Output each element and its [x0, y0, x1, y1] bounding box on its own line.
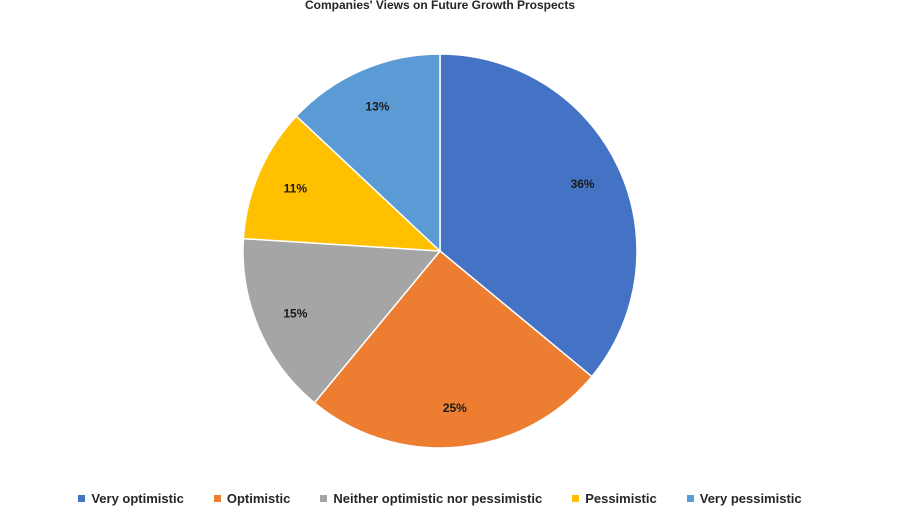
legend-swatch: [572, 495, 580, 502]
legend-swatch: [320, 495, 328, 502]
pie-slices: [242, 53, 638, 449]
legend-swatch: [213, 495, 221, 502]
legend-item-very-optimistic: Very optimistic: [78, 491, 184, 506]
legend-item-pessimistic: Pessimistic: [572, 491, 657, 506]
legend-swatch: [78, 495, 86, 502]
pie-chart: 36% 25% 15% 11% 13%: [242, 53, 638, 449]
legend-item-neither: Neither optimistic nor pessimistic: [320, 491, 542, 506]
data-label-neither-optimistic-nor-pessimistic: 15%: [283, 307, 307, 321]
legend: Very optimistic Optimistic Neither optim…: [0, 491, 880, 506]
legend-label: Pessimistic: [585, 491, 657, 506]
data-label-optimistic: 25%: [443, 401, 467, 415]
pie-slice-pessimistic: [242, 115, 443, 252]
legend-swatch: [686, 495, 694, 502]
legend-label: Neither optimistic nor pessimistic: [333, 491, 543, 506]
pie-slice-very-pessimistic: [295, 53, 441, 253]
legend-label: Very optimistic: [91, 491, 184, 506]
data-label-very-pessimistic: 13%: [365, 99, 389, 113]
pie-slice-very-optimistic: [439, 53, 638, 378]
pie-slice-optimistic: [313, 249, 593, 449]
legend-label: Very pessimistic: [699, 491, 802, 506]
data-label-pessimistic: 11%: [284, 181, 308, 195]
chart-title: Companies' Views on Future Growth Prospe…: [304, 0, 576, 12]
data-label-very-optimistic: 36%: [571, 177, 595, 191]
legend-item-very-pessimistic: Very pessimistic: [686, 491, 802, 506]
legend-label: Optimistic: [226, 491, 291, 506]
pie-labels: 36% 25% 15% 11% 13%: [283, 99, 595, 415]
legend-item-optimistic: Optimistic: [213, 491, 291, 506]
pie-slice-neither-optimistic-nor-pessimistic: [242, 237, 442, 404]
